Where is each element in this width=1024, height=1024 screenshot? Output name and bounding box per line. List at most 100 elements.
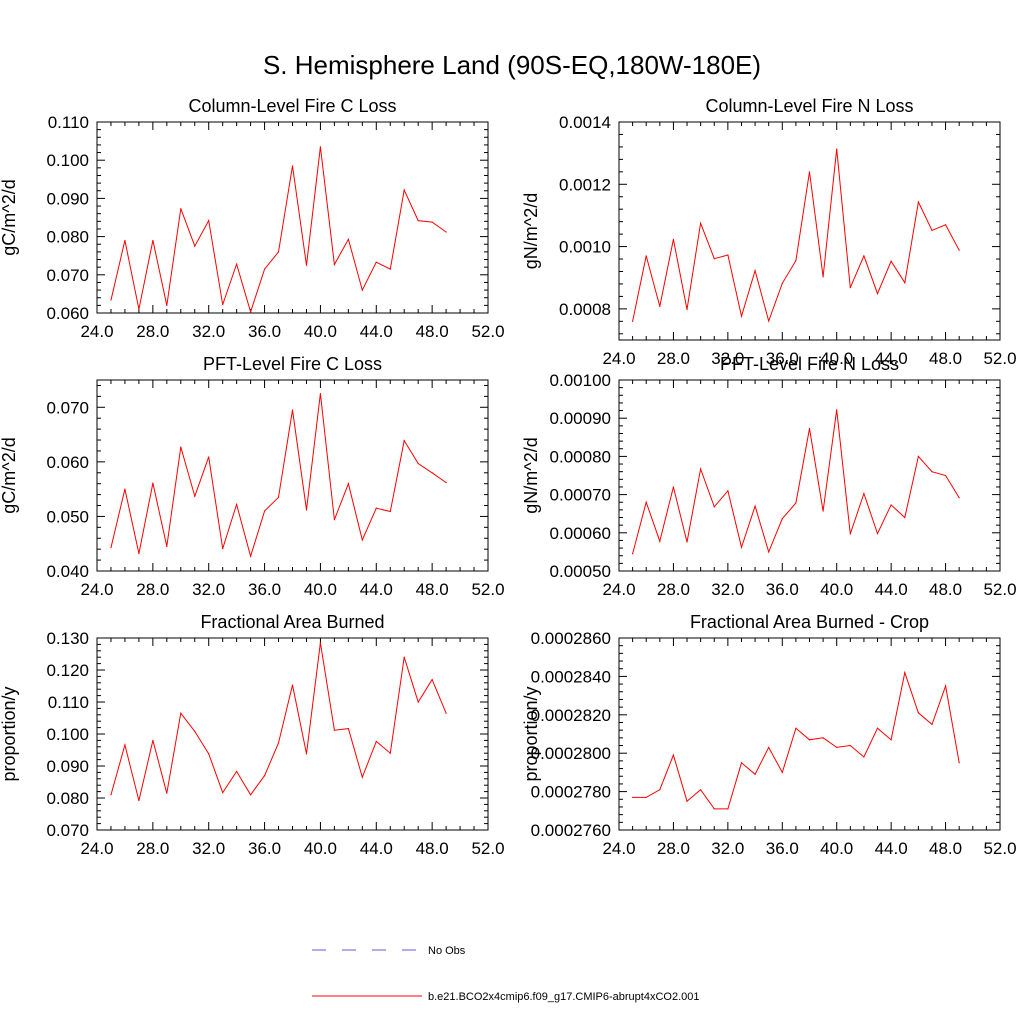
data-point (250, 311, 252, 313)
x-tick-label: 40.0 (304, 580, 337, 599)
data-point (700, 789, 702, 791)
data-point (808, 171, 811, 173)
x-tick-label: 52.0 (983, 349, 1016, 368)
x-tick-label: 28.0 (657, 839, 690, 858)
x-tick-label: 28.0 (136, 839, 169, 858)
data-point (808, 427, 811, 430)
data-point (917, 455, 919, 457)
data-point (822, 510, 824, 512)
data-point (727, 254, 729, 256)
data-point (836, 746, 838, 749)
data-point (700, 468, 702, 470)
y-tick-label: 0.070 (46, 266, 89, 285)
plot-frame (618, 379, 1001, 572)
x-tick-label: 48.0 (929, 580, 962, 599)
data-point (166, 304, 168, 306)
legend: No Obs b.e21.BCO2x4cmip6.f09_g17.CMIP6-a… (312, 945, 700, 1003)
data-point (632, 320, 634, 322)
y-tick-label: 0.100 (46, 151, 89, 170)
data-point (890, 504, 892, 506)
x-tick-label: 44.0 (360, 322, 393, 341)
data-point (754, 505, 756, 507)
data-point (740, 546, 743, 548)
x-tick-label: 24.0 (602, 580, 635, 599)
data-point (686, 800, 688, 802)
y-tick-label: 0.0002860 (531, 629, 611, 648)
y-tick-label: 0.060 (46, 304, 89, 323)
data-point (713, 808, 715, 810)
y-tick-label: 0.110 (48, 693, 89, 712)
data-point (361, 289, 363, 291)
data-point (180, 712, 182, 714)
data-point (277, 496, 280, 498)
data-point (944, 685, 947, 687)
y-tick-label: 0.00070 (550, 486, 611, 505)
x-tick-label: 44.0 (360, 580, 393, 599)
data-point (727, 808, 729, 810)
data-point (849, 533, 851, 535)
series-line-1 (110, 146, 447, 314)
panels: Column-Level Fire C Loss gC/m^2/d 24.0 28.0… (0, 96, 1017, 858)
plot-frame (96, 379, 489, 572)
data-point (904, 516, 906, 519)
data-point (713, 258, 715, 260)
data-point (740, 762, 743, 764)
data-point (152, 482, 154, 484)
data-point (236, 503, 238, 506)
data-point (194, 245, 196, 247)
data-point (319, 146, 322, 148)
data-point (863, 255, 865, 257)
x-tick-label: 44.0 (875, 349, 908, 368)
y-tick-label: 0.0002780 (531, 783, 611, 802)
y-tick-label: 0.00080 (550, 447, 611, 466)
y-tick-label: 0.0010 (559, 238, 611, 257)
data-point (138, 308, 140, 310)
data-point (208, 456, 210, 458)
data-point (890, 739, 892, 741)
data-point (876, 292, 879, 295)
data-point (944, 474, 947, 477)
y-axis-label: proportion/y (0, 686, 19, 781)
panel-2: Column-Level Fire N Loss gN/m^2/d 24.0 28.0… (521, 96, 1017, 368)
data-point (389, 268, 391, 270)
data-point (958, 497, 960, 499)
data-point (659, 540, 661, 542)
data-point (808, 739, 811, 741)
data-point (333, 729, 335, 731)
data-point (110, 299, 112, 301)
data-point (781, 518, 783, 520)
data-point (632, 553, 634, 555)
y-axis-label: gC/m^2/d (0, 179, 19, 255)
plot-frame (618, 637, 1001, 831)
data-point (700, 222, 702, 224)
plot-frame (618, 121, 1001, 341)
data-point (917, 201, 919, 203)
data-point (250, 555, 252, 557)
y-tick-label: 0.00050 (550, 562, 611, 581)
y-tick-label: 0.080 (46, 228, 89, 247)
data-point (836, 409, 838, 411)
x-tick-label: 28.0 (136, 580, 169, 599)
data-point (347, 238, 349, 240)
x-tick-label: 24.0 (80, 322, 113, 341)
data-point (389, 510, 391, 513)
x-tick-label: 32.0 (711, 580, 744, 599)
data-point (904, 282, 906, 284)
data-point (291, 165, 294, 167)
data-point (931, 723, 933, 726)
data-point (305, 264, 308, 266)
data-point (686, 541, 688, 543)
data-point (781, 771, 783, 774)
data-point (291, 409, 294, 411)
chart-title: Fractional Area Burned (200, 612, 384, 632)
data-point (236, 263, 238, 265)
x-tick-label: 32.0 (711, 349, 744, 368)
data-point (375, 507, 377, 509)
data-point (431, 472, 433, 474)
x-tick-label: 52.0 (471, 839, 504, 858)
data-point (194, 495, 196, 497)
x-tick-label: 40.0 (820, 580, 853, 599)
y-tick-label: 0.0002820 (531, 706, 611, 725)
data-point (319, 642, 322, 644)
